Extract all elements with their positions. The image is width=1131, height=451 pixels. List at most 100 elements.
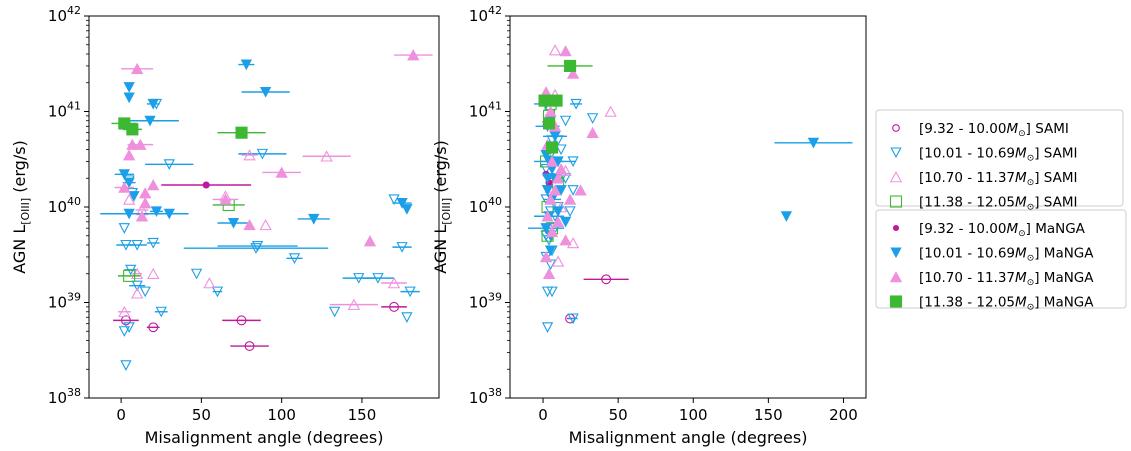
- series-0: [565, 274, 629, 324]
- legend-manga: [9.32 - 10.00M⊙] MaNGA [10.01 - 10.69M⊙] …: [875, 209, 1127, 313]
- legend-box: [875, 109, 1124, 207]
- data-point: [780, 211, 793, 222]
- data-point: [126, 123, 139, 136]
- data-point: [123, 82, 135, 93]
- data-point: [401, 204, 413, 215]
- data-point: [243, 149, 256, 161]
- data-point: [147, 237, 159, 249]
- legend-label: [10.70 - 11.37M⊙] MaNGA: [919, 270, 1094, 288]
- data-point: [128, 191, 140, 202]
- data-point: [807, 137, 820, 149]
- data-point: [586, 126, 599, 138]
- data-point: [219, 193, 232, 205]
- legend-box: [875, 209, 1127, 309]
- data-point: [135, 210, 149, 222]
- data-point: [259, 86, 272, 98]
- data-point: [236, 315, 247, 326]
- series-6: [114, 49, 433, 247]
- data-point: [551, 215, 565, 228]
- data-point: [123, 208, 135, 220]
- data-point: [544, 105, 557, 117]
- legend-marker: [889, 171, 903, 183]
- data-point: [566, 237, 580, 249]
- legend-label: [11.38 - 12.05M⊙] SAMI: [919, 195, 1077, 213]
- legend-marker: [889, 271, 903, 283]
- x-tick-label: 50: [609, 406, 628, 424]
- data-points: [100, 49, 433, 371]
- data-point: [244, 341, 255, 351]
- data-point: [567, 313, 579, 325]
- data-point: [250, 243, 262, 254]
- data-point: [538, 94, 551, 107]
- series-5: [100, 59, 413, 229]
- data-point: [134, 138, 147, 150]
- data-point: [396, 197, 408, 209]
- data-point: [202, 181, 210, 189]
- data-point: [155, 306, 167, 318]
- data-point: [540, 163, 552, 175]
- data-point: [150, 206, 163, 218]
- data-point: [604, 105, 617, 117]
- data-point: [554, 163, 568, 175]
- data-point: [563, 193, 577, 205]
- data-point: [122, 193, 136, 205]
- data-point: [211, 286, 224, 298]
- legend-marker: [892, 224, 900, 232]
- data-point: [203, 277, 216, 289]
- x-tick-label: 200: [829, 406, 858, 424]
- data-point: [123, 269, 136, 282]
- left-panel: 0 50 100 150 1038 1039 1040 1041 1042 Misalignmen…: [10, 4, 440, 447]
- data-point: [541, 173, 554, 184]
- data-point: [118, 169, 130, 180]
- series-0: [113, 301, 407, 351]
- data-point: [131, 239, 143, 251]
- x-tick-label: 100: [267, 406, 296, 424]
- right-panel: 0 50 100 150 200 1038 1039 1040 1041 1042 Misalign…: [431, 4, 867, 447]
- data-point: [144, 115, 156, 127]
- data-point: [388, 194, 400, 206]
- data-point: [240, 59, 253, 71]
- data-point: [566, 67, 580, 79]
- data-point: [401, 312, 413, 323]
- data-point: [407, 49, 420, 61]
- data-point: [540, 223, 552, 234]
- x-tick-label: 100: [679, 406, 708, 424]
- data-point: [567, 185, 579, 196]
- legend-label: [11.38 - 12.05M⊙] MaNGA: [919, 295, 1094, 313]
- data-point: [131, 280, 143, 292]
- data-point: [190, 268, 203, 280]
- legend-label: [10.70 - 11.37M⊙] SAMI: [919, 170, 1077, 188]
- y-tick-label: 1040: [48, 195, 81, 216]
- data-point: [586, 113, 599, 124]
- data-point: [550, 94, 563, 107]
- legend-marker: [890, 247, 902, 259]
- x-tick-label: 150: [348, 406, 377, 424]
- data-point: [120, 360, 132, 371]
- x-tick-label: 0: [538, 406, 548, 424]
- data-point: [227, 217, 240, 229]
- data-point: [555, 185, 567, 196]
- series-3: [117, 198, 245, 282]
- data-point: [546, 141, 559, 154]
- data-point: [347, 298, 361, 310]
- data-point: [570, 98, 582, 110]
- data-point: [130, 287, 144, 299]
- data-point: [545, 225, 559, 238]
- data-point: [353, 273, 365, 284]
- legend-marker: [889, 195, 903, 208]
- y-axis-label: AGN L[OIII] (erg/s): [10, 140, 32, 274]
- x-axis-label: Misalignment angle (degrees): [569, 428, 808, 447]
- data-point: [574, 184, 587, 196]
- data-point: [548, 44, 562, 56]
- data-point: [147, 267, 160, 280]
- y-tick-label: 1041: [469, 100, 502, 121]
- data-point: [389, 301, 399, 312]
- data-point: [555, 144, 567, 156]
- data-point: [559, 234, 572, 246]
- data-point: [123, 177, 135, 189]
- series-7: [111, 117, 266, 139]
- y-tick-label: 1039: [48, 291, 81, 312]
- data-point: [148, 322, 159, 333]
- data-point: [544, 193, 557, 205]
- x-tick-label: 0: [116, 406, 126, 424]
